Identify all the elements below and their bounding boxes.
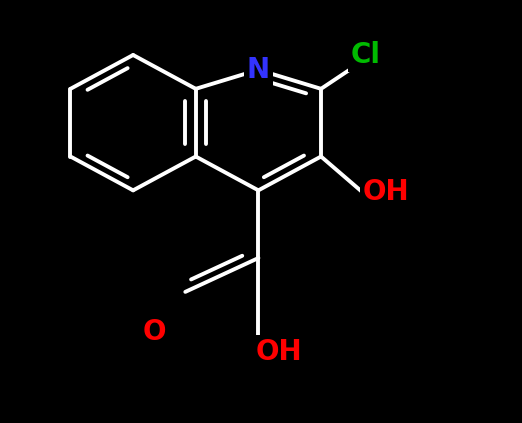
Text: OH: OH (363, 179, 409, 206)
Text: OH: OH (256, 338, 302, 366)
Text: O: O (142, 318, 166, 346)
Text: N: N (247, 56, 270, 84)
Text: Cl: Cl (350, 41, 381, 69)
